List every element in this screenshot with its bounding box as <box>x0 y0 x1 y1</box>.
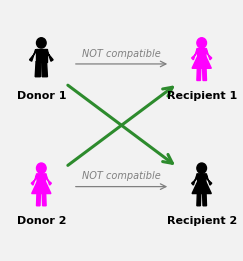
Polygon shape <box>197 174 207 182</box>
Polygon shape <box>31 175 36 185</box>
Circle shape <box>197 163 207 173</box>
Polygon shape <box>197 68 201 80</box>
Polygon shape <box>36 194 40 206</box>
Polygon shape <box>203 68 207 80</box>
Text: Donor 2: Donor 2 <box>17 216 66 226</box>
Polygon shape <box>192 181 211 194</box>
Polygon shape <box>197 194 201 206</box>
Polygon shape <box>36 49 47 62</box>
Polygon shape <box>32 181 51 194</box>
Polygon shape <box>42 194 46 206</box>
Text: NOT compatible: NOT compatible <box>82 49 161 59</box>
Polygon shape <box>36 174 46 182</box>
Circle shape <box>36 38 46 48</box>
Polygon shape <box>35 62 41 77</box>
Polygon shape <box>42 62 47 77</box>
Text: Donor 1: Donor 1 <box>17 91 66 101</box>
Text: Recipient 2: Recipient 2 <box>166 216 237 226</box>
Text: Recipient 1: Recipient 1 <box>166 91 237 101</box>
Polygon shape <box>47 50 53 61</box>
Polygon shape <box>197 49 207 57</box>
Circle shape <box>36 163 46 173</box>
Polygon shape <box>207 175 212 185</box>
Polygon shape <box>192 50 197 60</box>
Polygon shape <box>207 50 212 60</box>
Polygon shape <box>192 56 211 68</box>
Polygon shape <box>29 50 36 61</box>
Polygon shape <box>46 175 51 185</box>
Circle shape <box>197 38 207 48</box>
Polygon shape <box>192 175 197 185</box>
Text: NOT compatible: NOT compatible <box>82 171 161 181</box>
Polygon shape <box>203 194 207 206</box>
